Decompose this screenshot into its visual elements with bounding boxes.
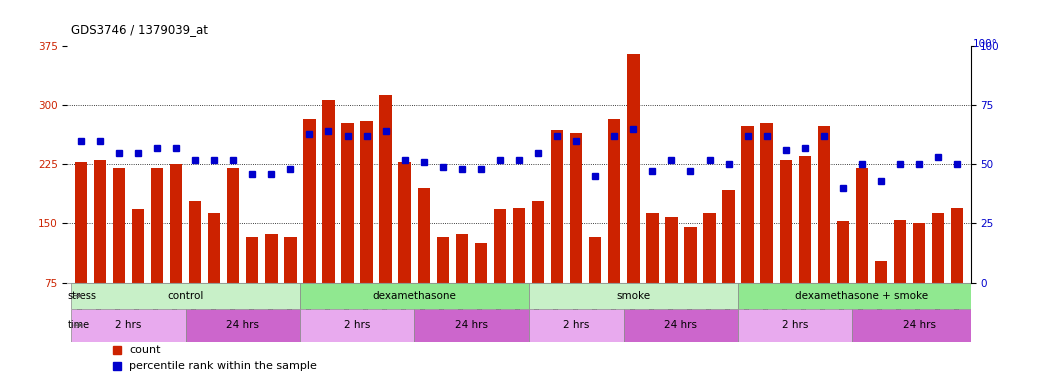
Bar	[589, 237, 601, 342]
Bar	[303, 119, 316, 342]
Bar	[72, 283, 300, 309]
Bar	[665, 217, 678, 342]
Text: 24 hrs: 24 hrs	[455, 320, 488, 330]
Bar	[246, 237, 258, 342]
Bar	[704, 213, 716, 342]
Bar	[399, 162, 411, 342]
Bar	[151, 168, 163, 342]
Bar	[837, 221, 849, 342]
Text: 100°: 100°	[973, 39, 998, 49]
Bar	[513, 208, 525, 342]
Bar	[531, 201, 544, 342]
Bar	[494, 209, 507, 342]
Text: control: control	[167, 291, 203, 301]
Bar	[608, 119, 621, 342]
Text: count: count	[129, 345, 161, 355]
Bar	[684, 227, 696, 342]
Text: 24 hrs: 24 hrs	[226, 320, 260, 330]
Bar	[322, 100, 334, 342]
Bar	[72, 309, 186, 342]
Text: 2 hrs: 2 hrs	[563, 320, 590, 330]
Text: smoke: smoke	[617, 291, 651, 301]
Bar	[951, 208, 963, 342]
Bar	[570, 133, 582, 342]
Bar	[647, 213, 658, 342]
Bar	[738, 283, 986, 309]
Text: dexamethasone: dexamethasone	[373, 291, 456, 301]
Bar	[300, 283, 528, 309]
Bar	[624, 309, 738, 342]
Text: time: time	[67, 320, 90, 330]
Bar	[300, 309, 414, 342]
Bar	[738, 309, 852, 342]
Bar	[189, 201, 201, 342]
Bar	[894, 220, 906, 342]
Bar	[113, 168, 126, 342]
Text: 24 hrs: 24 hrs	[664, 320, 698, 330]
Bar	[380, 95, 391, 342]
Bar	[456, 234, 468, 342]
Bar	[227, 168, 240, 342]
Bar	[741, 126, 754, 342]
Text: 2 hrs: 2 hrs	[344, 320, 371, 330]
Bar	[551, 131, 564, 342]
Text: 2 hrs: 2 hrs	[115, 320, 141, 330]
Bar	[132, 209, 144, 342]
Bar	[722, 190, 735, 342]
Bar	[474, 243, 487, 342]
Bar	[528, 283, 738, 309]
Bar	[875, 260, 887, 342]
Bar	[186, 309, 300, 342]
Bar	[932, 213, 945, 342]
Bar	[855, 168, 868, 342]
Bar	[342, 122, 354, 342]
Bar	[818, 126, 830, 342]
Bar	[528, 309, 624, 342]
Text: percentile rank within the sample: percentile rank within the sample	[129, 361, 317, 371]
Bar	[208, 213, 220, 342]
Bar	[414, 309, 528, 342]
Bar	[912, 223, 925, 342]
Bar	[761, 122, 773, 342]
Text: 24 hrs: 24 hrs	[903, 320, 935, 330]
Bar	[284, 237, 297, 342]
Bar	[852, 309, 986, 342]
Bar	[780, 161, 792, 342]
Bar	[437, 237, 449, 342]
Bar	[93, 161, 106, 342]
Text: dexamethasone + smoke: dexamethasone + smoke	[795, 291, 929, 301]
Bar	[627, 54, 639, 342]
Bar	[417, 188, 430, 342]
Bar	[265, 234, 277, 342]
Bar	[360, 121, 373, 342]
Bar	[170, 164, 183, 342]
Bar	[798, 156, 811, 342]
Bar	[75, 162, 87, 342]
Text: stress: stress	[67, 291, 97, 301]
Text: 2 hrs: 2 hrs	[782, 320, 809, 330]
Text: GDS3746 / 1379039_at: GDS3746 / 1379039_at	[71, 23, 208, 36]
